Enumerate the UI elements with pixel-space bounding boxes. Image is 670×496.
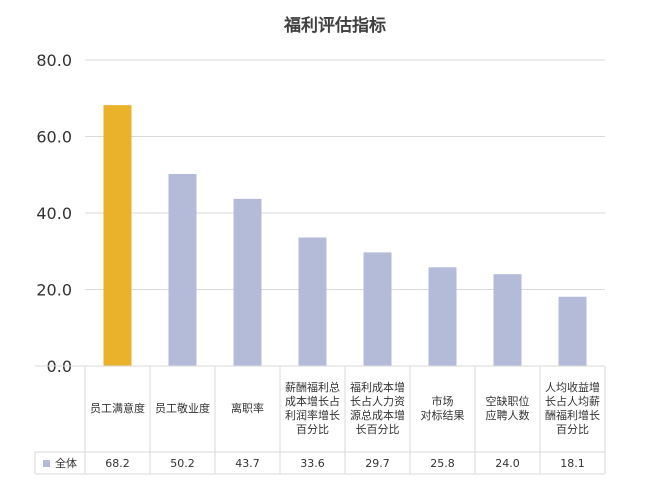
x-category-label: 员工满意度: [90, 402, 145, 415]
legend-label: 全体: [55, 457, 77, 470]
bar-4: [363, 252, 392, 366]
x-category-label: 市场 对标结果: [420, 395, 465, 422]
bar-2: [233, 198, 262, 366]
y-tick-label: 40.0: [36, 204, 72, 223]
bar-1: [168, 173, 197, 366]
data-value-label: 29.7: [365, 456, 390, 470]
x-category-label: 薪酬福利总 成本增长占 利润率增长 百分比: [285, 381, 340, 436]
data-value-label: 43.7: [235, 456, 260, 470]
bar-5: [428, 267, 457, 366]
bar-7: [558, 296, 587, 366]
bar-0: [103, 105, 132, 366]
data-value-label: 33.6: [300, 456, 325, 470]
bar-3: [298, 237, 327, 366]
bar-6: [493, 274, 522, 366]
x-category-label: 员工敬业度: [155, 402, 210, 415]
y-tick-label: 80.0: [36, 51, 72, 70]
y-tick-label: 60.0: [36, 128, 72, 147]
legend-swatch-icon: [43, 459, 50, 467]
data-value-label: 25.8: [430, 456, 455, 470]
legend: 全体: [35, 452, 85, 474]
y-tick-label: 20.0: [36, 281, 72, 300]
data-value-label: 50.2: [170, 456, 195, 470]
data-value-label: 18.1: [560, 456, 585, 470]
data-value-label: 68.2: [105, 456, 130, 470]
data-value-label: 24.0: [495, 456, 520, 470]
x-category-label: 人均收益增 长占人均薪 酬福利增长 百分比: [545, 381, 600, 436]
x-category-label: 福利成本增 长占人力资 源总成本增 长百分比: [350, 381, 405, 436]
x-category-label: 空缺职位 应聘人数: [485, 395, 530, 422]
chart-title: 福利评估指标: [283, 15, 386, 36]
x-category-label: 离职率: [231, 402, 264, 415]
